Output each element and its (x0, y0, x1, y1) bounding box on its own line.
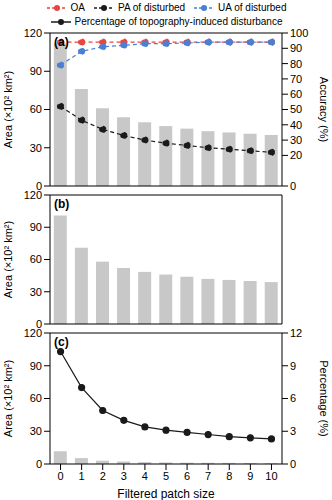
svg-text:70: 70 (290, 73, 302, 85)
svg-text:3: 3 (290, 425, 296, 437)
svg-text:7: 7 (205, 470, 211, 482)
svg-text:1: 1 (79, 470, 85, 482)
svg-text:4: 4 (142, 470, 148, 482)
svg-text:Percentage (%): Percentage (%) (318, 360, 324, 436)
svg-text:30: 30 (30, 142, 42, 154)
svg-text:8: 8 (226, 470, 232, 482)
svg-text:60: 60 (30, 392, 42, 404)
svg-text:Area (×10² km²): Area (×10² km²) (8, 360, 14, 437)
svg-text:120: 120 (24, 190, 42, 201)
svg-text:Filtered patch size: Filtered patch size (117, 487, 215, 500)
svg-text:60: 60 (290, 88, 302, 100)
svg-text:0: 0 (57, 470, 63, 482)
svg-text:100: 100 (290, 27, 308, 39)
svg-text:0: 0 (36, 180, 42, 190)
svg-text:2: 2 (100, 470, 106, 482)
svg-text:60: 60 (30, 253, 42, 265)
svg-text:0: 0 (36, 458, 42, 470)
html-text:Percentage of topography-induc: Percentage of topography-induced disturb… (74, 16, 283, 27)
svg-text:90: 90 (30, 360, 42, 372)
svg-text:120: 120 (24, 27, 42, 39)
html-text:UA of disturbed: UA of disturbed (218, 2, 287, 13)
html-text:(a): (a) (54, 35, 69, 49)
svg-text:30: 30 (290, 134, 302, 146)
svg-text:0: 0 (290, 458, 296, 470)
svg-text:9: 9 (290, 360, 296, 372)
svg-text:90: 90 (290, 42, 302, 54)
svg-text:9: 9 (247, 470, 253, 482)
svg-text:20: 20 (290, 149, 302, 161)
svg-text:30: 30 (30, 425, 42, 437)
svg-text:90: 90 (30, 221, 42, 233)
svg-text:0: 0 (290, 180, 296, 190)
html-text:OA: OA (70, 2, 85, 13)
svg-text:Area (×10² km²): Area (×10² km²) (8, 71, 14, 148)
svg-text:40: 40 (290, 119, 302, 131)
svg-text:50: 50 (290, 103, 302, 115)
svg-text:80: 80 (290, 58, 302, 70)
svg-text:3: 3 (121, 470, 127, 482)
svg-text:5: 5 (163, 470, 169, 482)
svg-text:60: 60 (30, 103, 42, 115)
html-text:PA of disturbed: PA of disturbed (118, 2, 186, 13)
svg-text:0: 0 (36, 318, 42, 328)
html-text:(b): (b) (54, 197, 70, 211)
svg-text:30: 30 (30, 286, 42, 298)
html-text:(c): (c) (54, 335, 69, 349)
svg-text:6: 6 (290, 392, 296, 404)
svg-text:Accuracy (%): Accuracy (%) (318, 77, 324, 142)
svg-text:10: 10 (265, 470, 277, 482)
svg-text:90: 90 (30, 65, 42, 77)
svg-text:Area (×10² km²): Area (×10² km²) (8, 221, 14, 298)
svg-text:12: 12 (290, 328, 302, 339)
svg-text:120: 120 (24, 328, 42, 339)
svg-text:6: 6 (184, 470, 190, 482)
